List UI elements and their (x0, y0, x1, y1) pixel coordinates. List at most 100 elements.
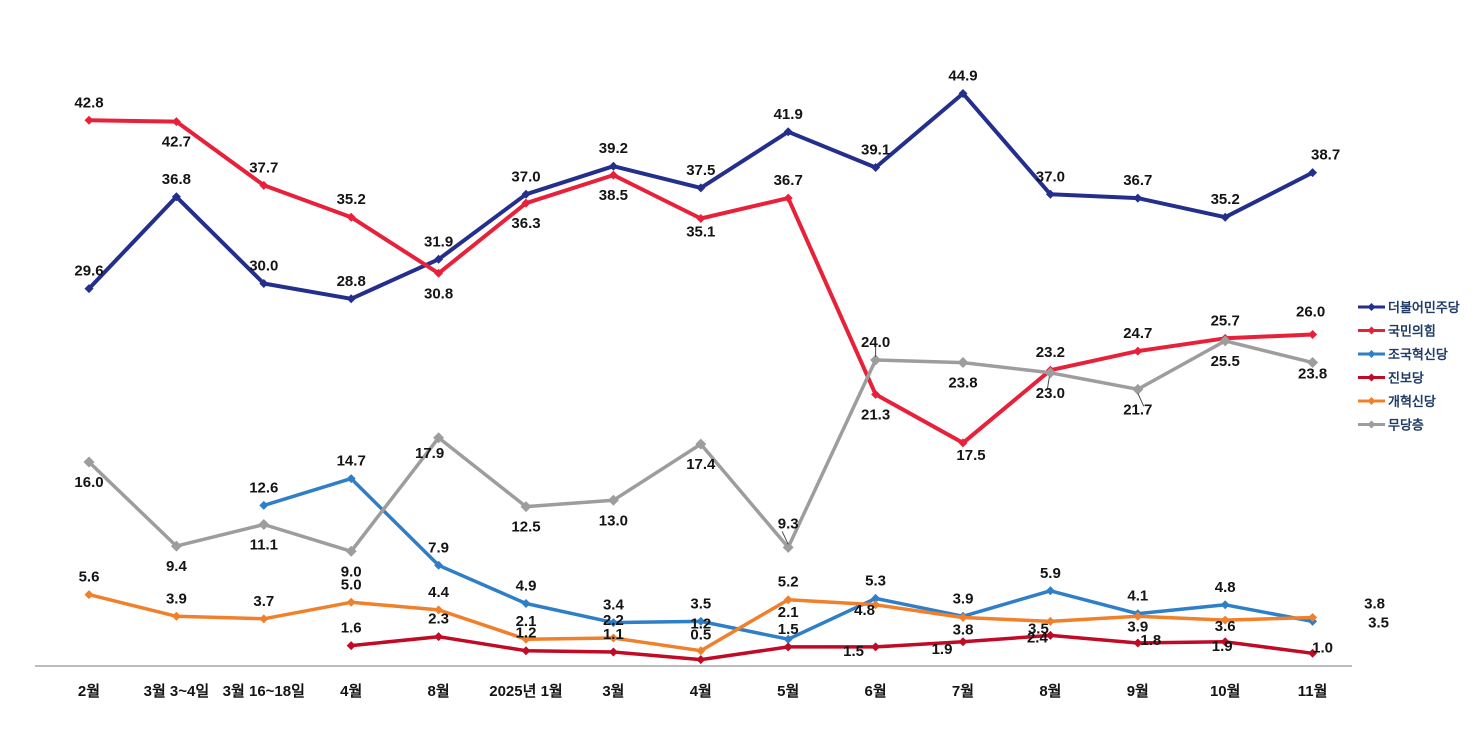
diamond-marker (783, 642, 793, 652)
diamond-marker (607, 494, 619, 506)
diamond-marker (434, 605, 444, 615)
data-label: 9.3 (778, 515, 799, 532)
data-label: 28.8 (337, 273, 366, 290)
diamond-marker (958, 89, 968, 99)
x-axis-label: 7월 (952, 683, 974, 700)
series-무당층 (83, 335, 1319, 557)
diamond-marker (259, 279, 269, 288)
diamond-marker (1045, 189, 1055, 199)
diamond-marker (171, 611, 181, 621)
diamond-marker (258, 518, 270, 530)
data-label: 30.8 (424, 285, 453, 302)
legend-diamond-marker (1367, 303, 1376, 311)
data-label: 35.1 (686, 223, 715, 240)
data-label: 14.7 (337, 453, 366, 470)
data-label: 37.5 (686, 162, 715, 179)
data-label: 37.0 (1036, 168, 1065, 185)
diamond-marker (1133, 346, 1143, 356)
diamond-marker (608, 618, 618, 628)
legend-diamond-marker (1367, 326, 1376, 335)
diamond-marker (783, 595, 793, 605)
data-label: 30.0 (249, 258, 278, 275)
x-axis-label: 8월 (1039, 683, 1061, 700)
data-label: 26.0 (1296, 304, 1325, 321)
diamond-marker (259, 614, 269, 624)
legend-item-개혁신당: 개혁신당 (1358, 394, 1436, 409)
data-label: 23.8 (948, 375, 977, 392)
diamond-marker (171, 117, 181, 127)
data-label: 1.5 (778, 621, 799, 638)
data-label: 5.9 (1040, 565, 1061, 582)
diamond-marker (84, 115, 94, 125)
data-label: 41.9 (774, 106, 803, 123)
data-label: 13.0 (599, 512, 628, 529)
diamond-marker (1132, 383, 1144, 395)
series-개혁신당 (84, 590, 1318, 656)
x-axis-label: 4월 (340, 683, 362, 700)
diamond-marker (783, 127, 793, 137)
data-label: 36.8 (162, 171, 191, 188)
x-axis-label: 10월 (1210, 683, 1241, 700)
legend-item-국민의힘: 국민의힘 (1358, 324, 1436, 339)
diamond-marker (346, 597, 356, 607)
data-label: 4.8 (854, 602, 875, 619)
label-leader-lines (781, 346, 1145, 545)
data-label: 9.4 (166, 558, 188, 575)
diamond-marker (1133, 611, 1143, 621)
x-axis-label: 2025년 1월 (489, 683, 562, 700)
diamond-marker (696, 655, 706, 665)
data-label: 1.2 (516, 625, 537, 642)
legend-item-더불어민주당: 더불어민주당 (1358, 300, 1460, 315)
data-label: 11.1 (250, 536, 278, 553)
data-label: 36.7 (774, 172, 803, 189)
x-axis-label: 4월 (690, 683, 712, 700)
data-label: 3.5 (690, 595, 711, 612)
diamond-marker (346, 212, 356, 222)
data-label: 1.2 (690, 616, 711, 633)
data-label: 4.1 (1127, 588, 1148, 605)
x-axis-label: 5월 (777, 683, 799, 700)
diamond-marker (1133, 193, 1143, 203)
data-label: 5.0 (341, 576, 362, 593)
data-label: 35.2 (337, 191, 366, 208)
data-label: 5.3 (865, 572, 886, 589)
data-label: 1.8 (1140, 632, 1161, 649)
diamond-marker (433, 432, 445, 444)
diamond-marker (608, 161, 618, 171)
data-label: 3.5 (1368, 614, 1389, 631)
diamond-marker (696, 646, 706, 656)
diamond-marker (434, 254, 444, 264)
data-label: 17.5 (956, 447, 985, 464)
x-axis-label: 3월 3~4일 (144, 683, 210, 700)
data-label: 3.8 (1364, 596, 1385, 613)
legend-label: 국민의힘 (1388, 324, 1436, 339)
data-labels-무당층: 16.0 9.4 11.1 9.0 17.9 12.5 13.0 17.4 9.3 24.0 23.… (74, 334, 1327, 580)
legend-item-조국혁신당: 조국혁신당 (1358, 347, 1448, 362)
x-axis-label: 6월 (865, 683, 887, 700)
diamond-marker (434, 560, 444, 570)
diamond-marker (521, 646, 531, 656)
diamond-marker (871, 642, 881, 652)
diamond-marker (608, 170, 618, 180)
diamond-marker (958, 438, 968, 448)
data-label: 2.1 (516, 613, 537, 630)
data-label: 3.9 (1127, 618, 1148, 635)
data-label: 2.3 (428, 611, 449, 628)
x-axis-label: 3월 16~18일 (223, 683, 305, 700)
diamond-marker (871, 593, 881, 603)
diamond-marker (871, 162, 881, 172)
x-axis-label: 2월 (78, 683, 100, 700)
diamond-marker (1045, 586, 1055, 596)
series-진보당 (346, 630, 1318, 665)
data-label: 24.0 (861, 334, 890, 351)
diamond-marker (1308, 168, 1318, 178)
data-label: 37.0 (511, 168, 540, 185)
diamond-marker (696, 183, 706, 193)
data-label: 2.2 (603, 612, 624, 629)
diamond-marker (521, 599, 531, 609)
data-label: 25.5 (1211, 353, 1240, 370)
data-label: 4.4 (428, 584, 450, 601)
diamond-marker (346, 294, 356, 304)
data-label: 4.8 (1215, 579, 1236, 596)
